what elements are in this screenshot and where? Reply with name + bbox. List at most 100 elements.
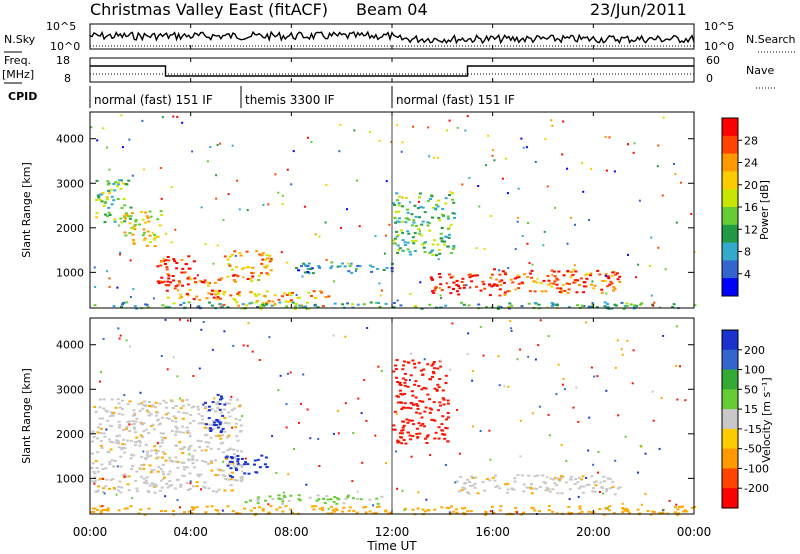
scatter-cell xyxy=(493,479,497,482)
scatter-speck xyxy=(318,465,321,467)
scatter-speck xyxy=(416,437,419,440)
scatter-cell xyxy=(436,205,440,208)
scatter-cell xyxy=(162,260,166,263)
scatter-cell xyxy=(627,511,631,514)
scatter-speck xyxy=(161,260,164,263)
scatter-cell xyxy=(105,198,109,201)
scatter-speck xyxy=(116,465,119,468)
scatter-cell xyxy=(444,197,448,200)
scatter-speck xyxy=(206,160,209,163)
scatter-cell xyxy=(503,281,506,284)
scatter-speck xyxy=(590,168,593,171)
scatter-cell xyxy=(287,300,290,303)
scatter-speck xyxy=(332,432,335,435)
scatter-cell xyxy=(145,215,149,218)
scatter-cell xyxy=(409,253,413,256)
scatter-speck xyxy=(561,383,564,386)
scatter-cell xyxy=(284,300,288,303)
scatter-cell xyxy=(217,488,221,491)
scatter-cell xyxy=(237,304,241,307)
scatter-cell xyxy=(161,451,165,453)
scatter-cell xyxy=(431,249,434,252)
scatter-cell xyxy=(210,289,214,292)
scatter-cell xyxy=(513,277,517,280)
scatter-cell xyxy=(321,305,325,308)
scatter-cell xyxy=(289,299,293,302)
scatter-speck xyxy=(449,190,452,193)
scatter-speck xyxy=(487,134,490,137)
scatter-cell xyxy=(527,486,531,489)
scatter-cell xyxy=(289,494,293,497)
scatter-speck xyxy=(230,395,233,398)
scatter-cell xyxy=(549,477,553,480)
scatter-cell xyxy=(224,478,228,480)
scatter-cell xyxy=(238,252,242,254)
scatter-cell xyxy=(213,421,216,424)
scatter-speck xyxy=(241,415,244,417)
scatter-cell xyxy=(426,509,430,512)
scatter-speck xyxy=(562,378,565,380)
scatter-cell xyxy=(124,234,128,237)
scatter-cell xyxy=(578,284,581,286)
scatter-cell xyxy=(265,466,269,469)
scatter-cell xyxy=(611,274,614,277)
scatter-cell xyxy=(428,398,431,401)
scatter-cell xyxy=(96,470,100,473)
scatter-cell xyxy=(261,509,265,512)
scatter-cell xyxy=(245,304,249,307)
scatter-cell xyxy=(513,477,517,480)
scatter-cell xyxy=(235,469,239,472)
scatter-cell xyxy=(582,291,586,294)
scatter-cell xyxy=(421,422,425,425)
scatter-cell xyxy=(559,287,563,290)
scatter-cell xyxy=(113,488,117,491)
scatter-cell xyxy=(225,421,228,424)
scatter-speck xyxy=(281,194,284,197)
scatter-cell xyxy=(101,417,105,420)
scatter-cell xyxy=(421,508,425,511)
scatter-cell xyxy=(255,471,259,474)
scatter-cell xyxy=(121,408,125,411)
scatter-cell xyxy=(445,506,449,509)
scatter-cell xyxy=(219,411,223,414)
scatter-cell xyxy=(514,506,518,509)
scatter-cell xyxy=(102,204,106,207)
scatter-speck xyxy=(200,206,203,209)
scatter-cell xyxy=(96,508,100,511)
scatter-cell xyxy=(198,446,202,449)
scatter-cell xyxy=(416,404,420,407)
scatter-cell xyxy=(117,426,121,429)
scatter-cell xyxy=(533,509,537,512)
scatter-cell xyxy=(103,213,107,216)
scatter-cell xyxy=(564,481,568,484)
scatter-cell xyxy=(401,249,405,252)
scatter-cell xyxy=(228,448,232,451)
scatter-speck xyxy=(432,156,435,159)
scatter-cell xyxy=(114,181,118,184)
scatter-cell xyxy=(412,219,416,222)
scatter-cell xyxy=(95,198,98,201)
scatter-cell xyxy=(348,506,352,509)
scatter-speck xyxy=(131,497,134,500)
scatter-cell xyxy=(232,407,236,410)
scatter-cell xyxy=(251,272,255,275)
scatter-speck xyxy=(573,264,576,267)
scatter-speck xyxy=(400,150,403,153)
scatter-cell xyxy=(431,375,434,378)
colorbar-swatch xyxy=(722,448,738,469)
scatter-cell xyxy=(620,301,624,304)
scatter-cell xyxy=(142,467,146,470)
scatter-cell xyxy=(206,281,210,284)
scatter-speck xyxy=(119,251,122,254)
scatter-cell xyxy=(269,505,273,508)
scatter-cell xyxy=(192,485,195,488)
scatter-cell xyxy=(612,286,616,289)
scatter-cell xyxy=(144,428,148,431)
scatter-cell xyxy=(440,423,444,426)
scatter-cell xyxy=(207,441,211,444)
scatter-cell xyxy=(112,199,116,202)
scatter-cell xyxy=(364,506,368,508)
scatter-speck xyxy=(427,126,430,129)
scatter-cell xyxy=(184,263,188,266)
